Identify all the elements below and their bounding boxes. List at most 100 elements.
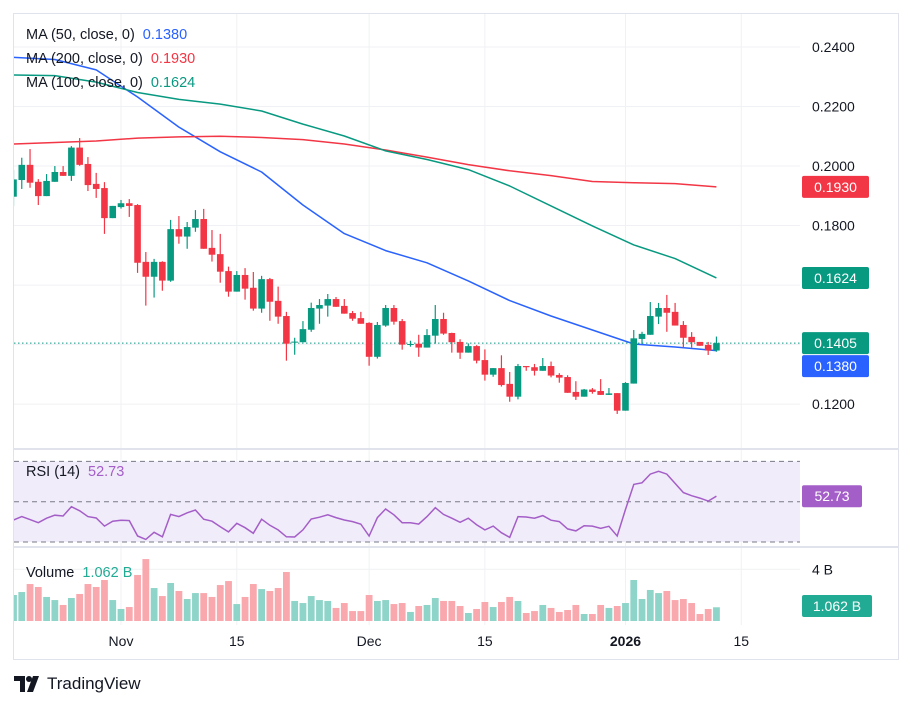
candle[interactable] [671, 302, 679, 326]
candle[interactable] [704, 341, 712, 356]
candle[interactable] [382, 305, 389, 327]
candle[interactable] [597, 379, 604, 395]
volume-bar [365, 595, 373, 621]
candle[interactable] [498, 355, 505, 387]
candle[interactable] [506, 371, 513, 402]
candle-body [183, 227, 191, 237]
candle[interactable] [26, 149, 34, 188]
candle[interactable] [250, 271, 257, 311]
candle[interactable] [291, 337, 298, 355]
candle[interactable] [539, 357, 547, 371]
candle[interactable] [589, 388, 596, 394]
candle[interactable] [349, 310, 356, 321]
candle[interactable] [473, 345, 480, 364]
candle[interactable] [241, 268, 249, 300]
candle[interactable] [522, 366, 530, 371]
candle[interactable] [481, 349, 489, 381]
candle[interactable] [688, 332, 695, 348]
candle[interactable] [605, 388, 613, 395]
candle[interactable] [696, 341, 704, 346]
candle[interactable] [630, 330, 638, 384]
candle[interactable] [307, 302, 315, 332]
candle[interactable] [547, 361, 555, 378]
candle[interactable] [175, 216, 183, 244]
candle[interactable] [556, 373, 563, 383]
candle[interactable] [365, 322, 373, 366]
candle[interactable] [456, 339, 464, 359]
candle[interactable] [125, 199, 133, 217]
candle[interactable] [68, 146, 75, 181]
legend-rsi[interactable]: RSI (14) 52.73 [26, 463, 124, 481]
candle[interactable] [638, 331, 646, 345]
candle[interactable] [10, 169, 17, 206]
candle[interactable] [216, 233, 224, 283]
candle[interactable] [374, 321, 381, 359]
candle[interactable] [398, 319, 406, 350]
candle[interactable] [208, 230, 216, 262]
candle[interactable] [35, 179, 42, 206]
candle[interactable] [299, 321, 307, 343]
candle[interactable] [84, 157, 92, 192]
candle[interactable] [18, 157, 26, 189]
candle[interactable] [390, 305, 398, 325]
volume-bar [332, 607, 340, 621]
candle[interactable] [101, 182, 108, 234]
candle[interactable] [159, 261, 166, 291]
candle[interactable] [423, 329, 431, 348]
candle[interactable] [572, 381, 580, 400]
candle[interactable] [92, 172, 100, 198]
candle[interactable] [341, 299, 348, 314]
volume-bar [14, 595, 17, 621]
candle[interactable] [415, 334, 423, 357]
candle[interactable] [117, 199, 125, 209]
volume-bar [713, 607, 720, 621]
candle[interactable] [564, 375, 571, 393]
legend-ma50[interactable]: MA (50, close, 0) 0.1380 [26, 26, 187, 44]
candle[interactable] [76, 138, 83, 166]
candle[interactable] [51, 166, 59, 182]
candle[interactable] [258, 275, 265, 313]
candle[interactable] [613, 393, 621, 414]
plot-area[interactable] [10, 56, 800, 621]
candle[interactable] [283, 311, 290, 361]
candle[interactable] [150, 258, 158, 298]
legend-volume[interactable]: Volume 1.062 B [26, 564, 132, 582]
candle[interactable] [134, 204, 141, 273]
legend-ma200[interactable]: MA (200, close, 0) 0.1930 [26, 50, 195, 68]
candle[interactable] [183, 221, 191, 249]
candle[interactable] [680, 321, 687, 348]
candle[interactable] [514, 363, 522, 400]
candle[interactable] [465, 343, 472, 353]
candle[interactable] [324, 294, 332, 317]
candle[interactable] [655, 302, 662, 325]
legend-ma100[interactable]: MA (100, close, 0) 0.1624 [26, 74, 195, 92]
candle[interactable] [233, 271, 241, 292]
candle[interactable] [109, 205, 117, 219]
candle[interactable] [531, 363, 538, 376]
candle[interactable] [489, 368, 497, 377]
candle[interactable] [448, 332, 456, 353]
candle[interactable] [622, 382, 629, 411]
candle[interactable] [167, 219, 174, 282]
candle[interactable] [407, 340, 414, 347]
candle[interactable] [332, 296, 340, 307]
candle[interactable] [225, 266, 232, 297]
candle-body [274, 300, 282, 317]
candle[interactable] [43, 174, 50, 197]
candle[interactable] [192, 210, 199, 232]
candle[interactable] [713, 336, 720, 352]
candle[interactable] [580, 388, 588, 397]
candle[interactable] [142, 252, 150, 306]
candle[interactable] [316, 299, 323, 324]
candle[interactable] [59, 166, 67, 176]
candle[interactable] [200, 208, 208, 249]
tradingview-logo[interactable]: TradingView [14, 674, 141, 694]
candle[interactable] [440, 312, 447, 335]
candle[interactable] [663, 294, 671, 332]
candle[interactable] [431, 305, 439, 344]
candle[interactable] [274, 286, 282, 324]
candle[interactable] [646, 302, 654, 335]
candle[interactable] [357, 311, 365, 324]
candle[interactable] [266, 277, 274, 321]
